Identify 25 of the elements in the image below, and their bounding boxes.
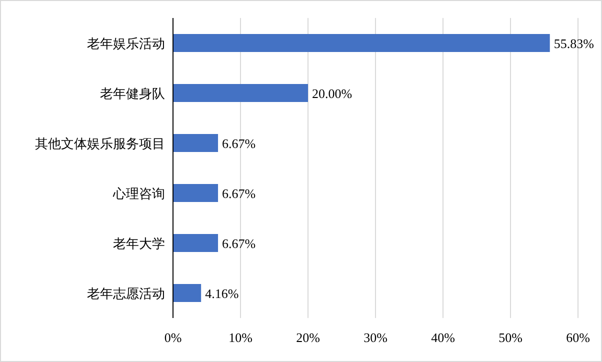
bar xyxy=(173,34,550,52)
x-tick-label: 20% xyxy=(296,330,320,345)
bar xyxy=(173,184,218,202)
data-label: 55.83% xyxy=(554,36,594,51)
y-tick-label: 其他文体娱乐服务项目 xyxy=(35,137,165,152)
bar xyxy=(173,234,218,252)
y-tick-label: 老年大学 xyxy=(113,237,165,252)
bar xyxy=(173,84,308,102)
y-tick-label: 老年志愿活动 xyxy=(87,287,165,302)
x-tick-label: 30% xyxy=(364,330,388,345)
y-tick-label: 心理咨询 xyxy=(112,186,165,202)
data-label: 20.00% xyxy=(312,86,352,101)
data-label: 4.16% xyxy=(205,286,239,301)
y-tick-label: 老年娱乐活动 xyxy=(87,37,165,52)
y-tick-label: 老年健身队 xyxy=(100,87,165,102)
x-tick-label: 10% xyxy=(228,330,253,345)
x-tick-label: 0% xyxy=(164,330,182,345)
bar xyxy=(173,134,218,152)
x-tick-label: 40% xyxy=(431,330,456,345)
bar xyxy=(173,284,202,302)
data-label: 6.67% xyxy=(222,186,256,201)
data-label: 6.67% xyxy=(222,136,256,151)
x-tick-label: 50% xyxy=(498,330,523,345)
data-label: 6.67% xyxy=(222,236,256,251)
x-tick-label: 60% xyxy=(566,330,590,345)
